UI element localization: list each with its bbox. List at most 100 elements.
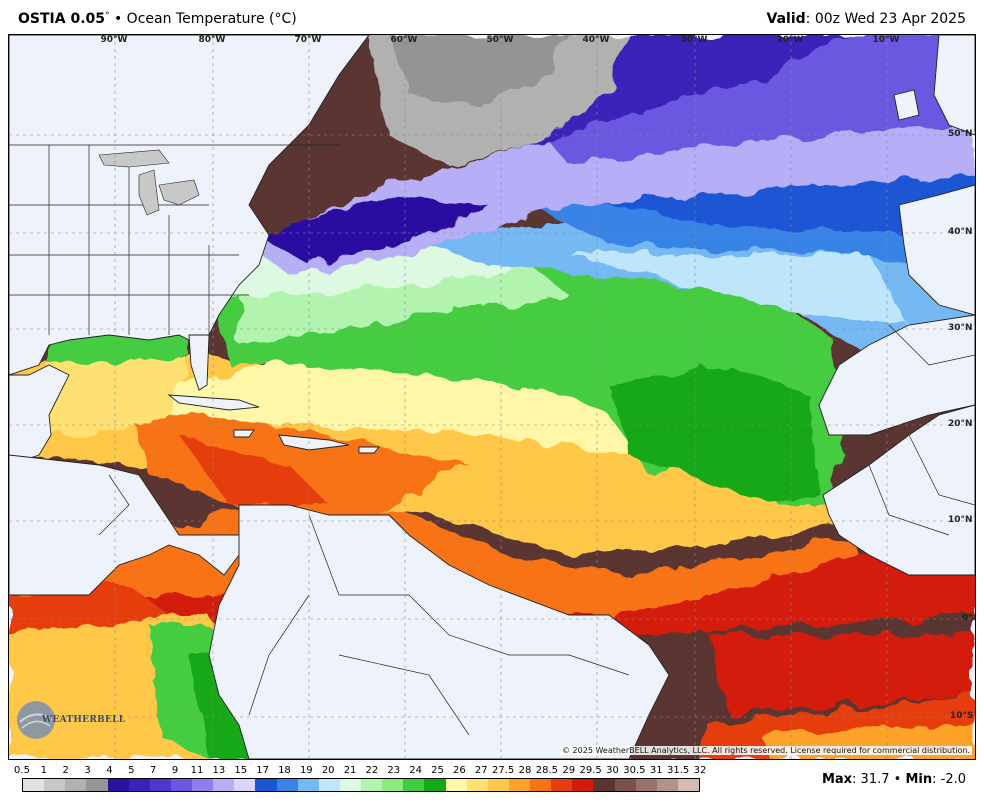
- colorbar-swatch: [382, 779, 404, 791]
- lon-label-70w: 70°W: [294, 35, 322, 45]
- colorbar-tick-label: 17: [256, 765, 269, 776]
- colorbar-swatch: [23, 779, 45, 791]
- title-separator: •: [109, 11, 127, 27]
- header: OSTIA 0.05° • Ocean Temperature (°C) Val…: [0, 0, 984, 34]
- colorbar-swatch: [297, 779, 319, 791]
- lon-label-90w: 90°W: [100, 35, 128, 45]
- lat-label-40n: 40°N: [948, 227, 973, 237]
- sst-map[interactable]: [8, 34, 976, 760]
- colorbar-swatch: [44, 779, 66, 791]
- colorbar-tick-label: 2: [62, 765, 69, 776]
- lon-label-40w: 40°W: [582, 35, 610, 45]
- colorbar-swatch: [551, 779, 573, 791]
- colorbar-tick-label: 31.5: [666, 765, 690, 776]
- valid-time: Valid: 00z Wed 23 Apr 2025: [767, 11, 966, 27]
- borders: [9, 144, 975, 736]
- colorbar-tick-label: 19: [299, 765, 313, 776]
- colorbar-tick-label: 3: [84, 765, 91, 776]
- colorbar-tick-label: 25: [431, 765, 444, 776]
- colorbar-tick-label: 23: [387, 765, 401, 776]
- colorbar-swatch: [107, 779, 129, 791]
- colorbar-swatch: [466, 779, 488, 791]
- map-title: OSTIA 0.05° • Ocean Temperature (°C): [18, 11, 297, 27]
- max-value: : 31.7: [852, 772, 890, 787]
- colorbar-tick-label: 28.5: [535, 765, 559, 776]
- globe-icon: [17, 701, 55, 739]
- lat-label-10n: 10°N: [948, 515, 973, 525]
- colorbar-tick-label: 24: [409, 765, 423, 776]
- map-canvas: [9, 35, 975, 759]
- lat-label-equator: 0°: [962, 613, 973, 623]
- colorbar-swatch: [86, 779, 108, 791]
- colorbar-tick-label: 0.5: [14, 765, 30, 776]
- model-name: OSTIA 0.05: [18, 11, 105, 27]
- lon-label-10w: 10°W: [872, 35, 900, 45]
- colorbar-tick-label: 29.5: [579, 765, 602, 776]
- max-label: Max: [821, 772, 853, 787]
- colorbar-tick-label: 30.5: [623, 765, 646, 776]
- colorbar-tick-label: 29: [562, 765, 576, 776]
- colorbar-swatch: [487, 779, 509, 791]
- lon-label-50w: 50°W: [486, 35, 514, 45]
- copyright-notice: © 2025 WeatherBELL Analytics, LLC. All r…: [560, 746, 972, 755]
- colorbar-swatch: [424, 779, 446, 791]
- colorbar-tick-label: 4: [106, 765, 113, 776]
- stats-separator: •: [889, 772, 906, 787]
- colorbar-swatch: [213, 779, 235, 791]
- colorbar-tick-label: 9: [171, 765, 179, 776]
- degree-sign: °: [105, 11, 110, 21]
- logo-text: WEATHERBELL: [42, 715, 126, 725]
- graticule: [9, 35, 975, 759]
- colorbar-tick-label: 26: [453, 765, 466, 776]
- colorbar-tick-label: 11: [190, 765, 204, 776]
- colorbar-swatch: [170, 779, 192, 791]
- colorbar-swatch: [318, 779, 340, 791]
- colorbar-tick-label: 18: [278, 765, 291, 776]
- colorbar-swatch: [572, 779, 594, 791]
- lat-label-20n: 20°N: [948, 419, 973, 429]
- colorbar-swatch: [128, 779, 150, 791]
- valid-label: Valid: [766, 11, 806, 27]
- colorbar-swatch: [339, 779, 361, 791]
- colorbar-swatch: [445, 779, 467, 791]
- colorbar-swatch: [593, 779, 615, 791]
- colorbar-swatch: [403, 779, 425, 791]
- great-lakes: [98, 149, 200, 216]
- valid-value: : 00z Wed 23 Apr 2025: [805, 11, 966, 27]
- colorbar-tick-label: 21: [343, 765, 357, 776]
- colorbar-swatch: [677, 779, 699, 791]
- colorbar-tick-label: 31: [649, 765, 663, 776]
- colorbar-tick-label: 27.5: [492, 765, 515, 776]
- colorbar-tick-label: 20: [321, 765, 335, 776]
- min-label: Min: [905, 772, 933, 787]
- colorbar-swatch: [234, 779, 256, 791]
- colorbar-tick-label: 7: [150, 765, 157, 776]
- colorbar-labels: 0.5 1 2 3 4 5 7 9 11 13 15 17 18 19 20 21 22 23 24 25 26 27 27…: [0, 765, 984, 777]
- colorbar-swatch: [255, 779, 277, 791]
- colorbar-swatch: [530, 779, 552, 791]
- lon-label-80w: 80°W: [198, 35, 226, 45]
- colorbar-tick-label: 15: [234, 765, 248, 776]
- colorbar-tick-label: 27: [474, 765, 488, 776]
- colorbar-tick-label: 5: [128, 765, 135, 776]
- colorbar-tick-label: 22: [365, 765, 379, 776]
- weatherbell-logo: WEATHERBELL: [14, 700, 125, 742]
- colorbar-swatch: [635, 779, 657, 791]
- lat-label-50n: 50°N: [948, 129, 973, 139]
- lat-label-10s: 10°S: [950, 711, 974, 721]
- colorbar-swatch: [65, 779, 87, 791]
- colorbar-swatch: [656, 779, 678, 791]
- map-stats: Max: 31.7 • Min: -2.0: [822, 772, 966, 787]
- lon-label-30w: 30°W: [680, 35, 708, 45]
- colorbar-swatch: [614, 779, 636, 791]
- colorbar-tick-label: 28: [518, 765, 532, 776]
- colorbar-swatch: [192, 779, 214, 791]
- lat-label-30n: 30°N: [948, 323, 973, 333]
- colorbar-swatch: [361, 779, 383, 791]
- colorbar-tick-label: 30: [606, 765, 619, 776]
- colorbar-tick-label: 1: [40, 765, 48, 776]
- colorbar-swatch: [508, 779, 530, 791]
- lon-label-60w: 60°W: [390, 35, 418, 45]
- colorbar-swatch: [149, 779, 171, 791]
- colorbar-tick-label: 32: [693, 765, 707, 776]
